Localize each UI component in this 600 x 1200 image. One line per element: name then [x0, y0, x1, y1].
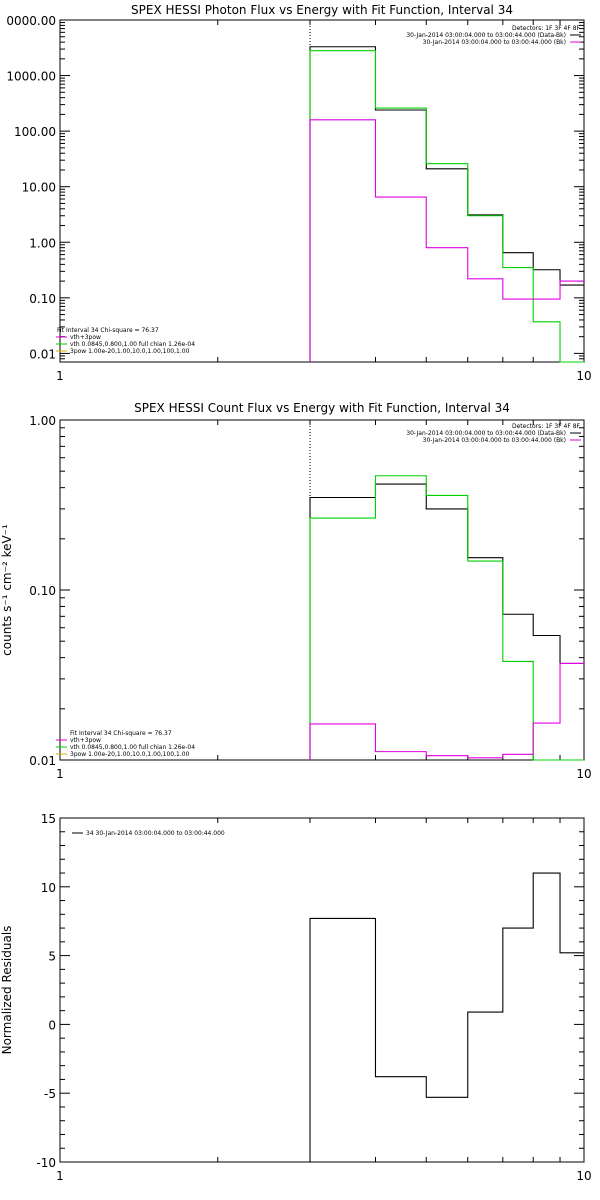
count-flux-ylabel: counts s⁻¹ cm⁻² keV⁻¹	[0, 524, 14, 656]
photon-ytick-label: 0.01	[29, 347, 56, 361]
photon-legend-right: 30-Jan-2014 03:00:04.000 to 03:00:44.000…	[406, 32, 566, 46]
photon-legend-right-item-0: 30-Jan-2014 03:00:04.000 to 03:00:44.000…	[406, 32, 566, 39]
photon-legend-left-item-3: 3pow 1.00e-20,1.00,10.0,1.00,100,1.00	[70, 348, 190, 355]
residuals-ytick-label: 10	[41, 881, 56, 895]
count-legend-right: 30-Jan-2014 03:00:04.000 to 03:00:44.000…	[406, 430, 566, 444]
residuals-panel: Normalized Residuals 34 30-Jan-2014 03:0…	[0, 812, 592, 1183]
residuals-legend-item-0: 34 30-Jan-2014 03:00:04.000 to 03:00:44.…	[86, 830, 225, 837]
residuals-xtick-label: 1	[56, 1169, 64, 1183]
residuals-plot-frame	[59, 817, 585, 1163]
photon-ytick-label: 10.00	[22, 181, 56, 195]
count-plot-frame	[59, 419, 585, 761]
residuals-legend: 34 30-Jan-2014 03:00:04.000 to 03:00:44.…	[86, 830, 225, 837]
photon-ytick-label: 0000.00	[6, 14, 56, 28]
photon-series-2-step-line	[309, 119, 584, 362]
photon-ytick-label: 0.10	[29, 292, 56, 306]
count-ytick-label: 0.10	[29, 584, 56, 598]
count-legend-left-item-2: vth 0.0845,0.800,1.00 full chian 1.26e-0…	[70, 744, 195, 751]
photon-series-0-step-line	[309, 46, 584, 362]
photon-flux-panel: SPEX HESSI Photon Flux vs Energy with Fi…	[6, 3, 591, 383]
photon-plot-frame	[59, 19, 585, 363]
residuals-xtick-label: 10	[576, 1169, 591, 1183]
photon-xtick-label: 10	[576, 369, 591, 383]
residuals-ylabel: Normalized Residuals	[0, 926, 14, 1055]
count-legend-left-item-0: Fit Interval 34 Chi-square = 76.37	[70, 730, 172, 737]
photon-detectors-label: Detectors: 1F 3F 4F 8F	[512, 25, 581, 32]
photon-legend-left-item-2: vth 0.0845,0.800,1.00 full chian 1.26e-0…	[70, 341, 195, 348]
count-legend-left-item-1: vth+3pow	[70, 737, 101, 744]
photon-ytick-label: 1.00	[29, 236, 56, 250]
photon-legend-left-item-1: vth+3pow	[70, 334, 101, 341]
photon-ytick-label: 100.00	[14, 125, 56, 139]
residuals-ytick-label: -10	[36, 1156, 56, 1170]
count-legend-right-item-0: 30-Jan-2014 03:00:04.000 to 03:00:44.000…	[406, 430, 566, 437]
count-legend-left-item-3: 3pow 1.00e-20,1.00,10.0,1.00,100,1.00	[70, 751, 190, 758]
photon-legend-right-item-1: 30-Jan-2014 03:00:04.000 to 03:00:44.000…	[423, 39, 566, 46]
photon-ytick-label: 1000.00	[6, 70, 56, 84]
count-series-0-step-line	[309, 483, 584, 760]
photon-legend-left-item-0: Fit Interval 34 Chi-square = 76.37	[57, 327, 159, 334]
count-series-2-step-line	[309, 662, 584, 760]
count-xtick-label: 10	[576, 767, 591, 781]
photon-xtick-label: 1	[56, 369, 64, 383]
photon-series-1-step-line	[309, 50, 584, 363]
photon-flux-title: SPEX HESSI Photon Flux vs Energy with Fi…	[131, 3, 513, 17]
count-legend-right-item-1: 30-Jan-2014 03:00:04.000 to 03:00:44.000…	[423, 437, 566, 444]
count-xtick-label: 1	[56, 767, 64, 781]
count-flux-panel: SPEX HESSI Count Flux vs Energy with Fit…	[0, 401, 592, 781]
count-flux-title: SPEX HESSI Count Flux vs Energy with Fit…	[134, 401, 510, 415]
count-ytick-label: 0.01	[29, 754, 56, 768]
residuals-ytick-label: 0	[48, 1018, 56, 1032]
residuals-ytick-label: 5	[48, 950, 56, 964]
residuals-ytick-label: 15	[41, 812, 56, 826]
count-series-1-step-line	[309, 475, 584, 761]
residuals-series-0-step-line	[309, 872, 584, 1162]
count-ytick-label: 1.00	[29, 414, 56, 428]
photon-legend-left: Fit Interval 34 Chi-square = 76.37 vth+3…	[57, 327, 195, 355]
residuals-ytick-label: -5	[44, 1087, 56, 1101]
count-detectors-label: Detectors: 1F 3F 4F 8F	[512, 423, 581, 430]
count-legend-left: Fit Interval 34 Chi-square = 76.37 vth+3…	[70, 730, 195, 758]
